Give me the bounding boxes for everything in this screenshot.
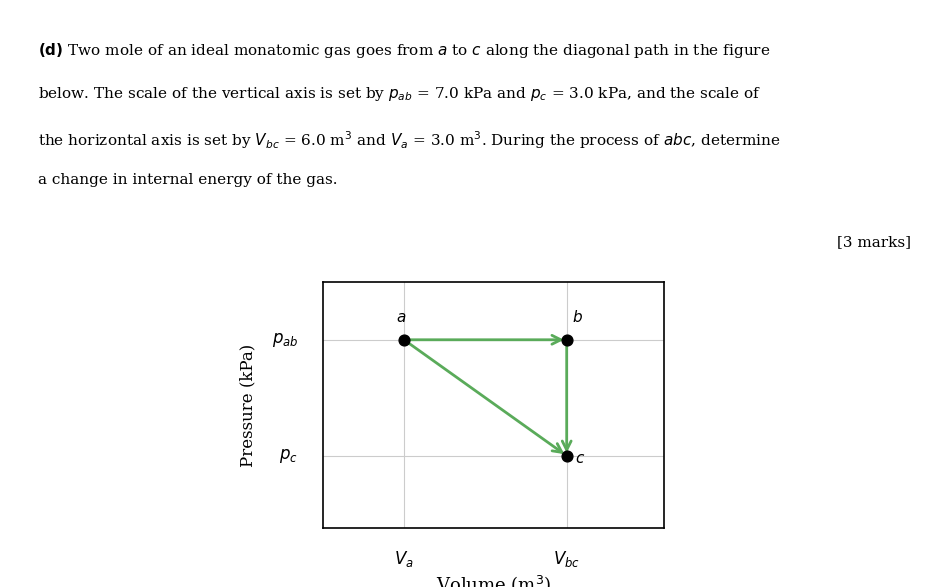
Text: a change in internal energy of the gas.: a change in internal energy of the gas. <box>38 173 338 187</box>
Text: Pressure (kPa): Pressure (kPa) <box>239 343 256 467</box>
Text: $b$: $b$ <box>572 309 583 325</box>
Text: $V_a$: $V_a$ <box>394 549 414 569</box>
Point <box>559 451 574 460</box>
Point <box>397 335 412 345</box>
Text: $V_{bc}$: $V_{bc}$ <box>553 549 580 569</box>
Text: below. The scale of the vertical axis is set by $p_{ab}$ = 7.0 kPa and $p_c$ = 3: below. The scale of the vertical axis is… <box>38 85 761 103</box>
Text: [3 marks]: [3 marks] <box>837 235 911 249</box>
Text: $p_c$: $p_c$ <box>279 447 298 465</box>
Text: $p_{ab}$: $p_{ab}$ <box>271 330 298 349</box>
Point <box>559 335 574 345</box>
Text: Volume (m$^3$): Volume (m$^3$) <box>436 573 551 587</box>
Text: $\mathbf{(d)}$ Two mole of an ideal monatomic gas goes from $a$ to $c$ along the: $\mathbf{(d)}$ Two mole of an ideal mona… <box>38 41 771 60</box>
Text: $c$: $c$ <box>575 451 585 465</box>
Text: the horizontal axis is set by $V_{bc}$ = 6.0 m$^3$ and $V_a$ = 3.0 m$^3$. During: the horizontal axis is set by $V_{bc}$ =… <box>38 129 781 151</box>
Text: $a$: $a$ <box>396 311 406 325</box>
